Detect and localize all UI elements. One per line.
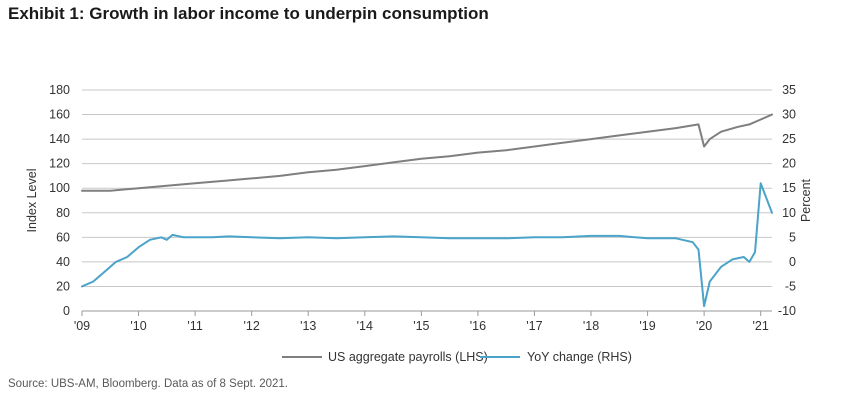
y-axis-left: 0 20 40 60 80 100 120 140 160 180: [49, 83, 70, 318]
x-tick-label: '17: [526, 319, 542, 333]
x-tick-label: '10: [130, 319, 146, 333]
x-tick-label: '19: [639, 319, 655, 333]
y-left-tick-label: 0: [63, 304, 70, 318]
x-tick-label: '15: [413, 319, 429, 333]
y-left-tick-label: 80: [56, 206, 70, 220]
chart-title: Exhibit 1: Growth in labor income to und…: [8, 4, 489, 23]
x-tick-label: '13: [300, 319, 316, 333]
x-tick-label: '14: [357, 319, 373, 333]
y-axis-right: -10 -5 0 5 10 15 20 25 30 35: [778, 83, 796, 318]
y-right-tick-label: 5: [789, 230, 796, 244]
y-right-tick-label: 35: [782, 83, 796, 97]
y-left-tick-label: 60: [56, 230, 70, 244]
y-axis-left-label: Index Level: [25, 169, 39, 233]
source-note: Source: UBS-AM, Bloomberg. Data as of 8 …: [8, 378, 288, 390]
gridlines: [82, 89, 772, 312]
x-tick-label: '20: [696, 319, 712, 333]
y-left-tick-label: 160: [49, 108, 70, 122]
x-tick-label: '18: [583, 319, 599, 333]
y-right-tick-label: 10: [782, 206, 796, 220]
y-left-tick-label: 140: [49, 132, 70, 146]
y-right-tick-label: 15: [782, 181, 796, 195]
payrolls-line: [81, 113, 773, 192]
x-tick-label: '11: [187, 319, 202, 333]
legend-label: US aggregate payrolls (LHS): [328, 350, 488, 364]
legend: US aggregate payrolls (LHS) YoY change (R…: [282, 350, 632, 364]
y-left-tick-label: 100: [49, 181, 70, 195]
series-lines: [81, 113, 773, 308]
legend-label: YoY change (RHS): [527, 350, 632, 364]
x-axis-ticks: '09 '10 '11 '12 '13 '14 '15 '16 '17 '18 '19 '20 '21: [74, 311, 769, 333]
y-right-tick-label: 25: [782, 132, 796, 146]
x-tick-label: '16: [470, 319, 486, 333]
y-left-tick-label: 20: [56, 279, 70, 293]
y-right-tick-label: 0: [789, 255, 796, 269]
y-left-tick-label: 120: [49, 157, 70, 171]
y-left-tick-label: 40: [56, 255, 70, 269]
y-left-tick-label: 180: [49, 83, 70, 97]
x-tick-label: '09: [74, 319, 90, 333]
y-axis-right-label: Percent: [799, 178, 813, 222]
yoy-change-line: [81, 182, 773, 308]
y-right-tick-label: -10: [778, 304, 796, 318]
y-right-tick-label: 20: [782, 157, 796, 171]
x-tick-label: '12: [244, 319, 260, 333]
y-right-tick-label: -5: [785, 279, 796, 293]
x-tick-label: '21: [753, 319, 769, 333]
y-right-tick-label: 30: [782, 108, 796, 122]
